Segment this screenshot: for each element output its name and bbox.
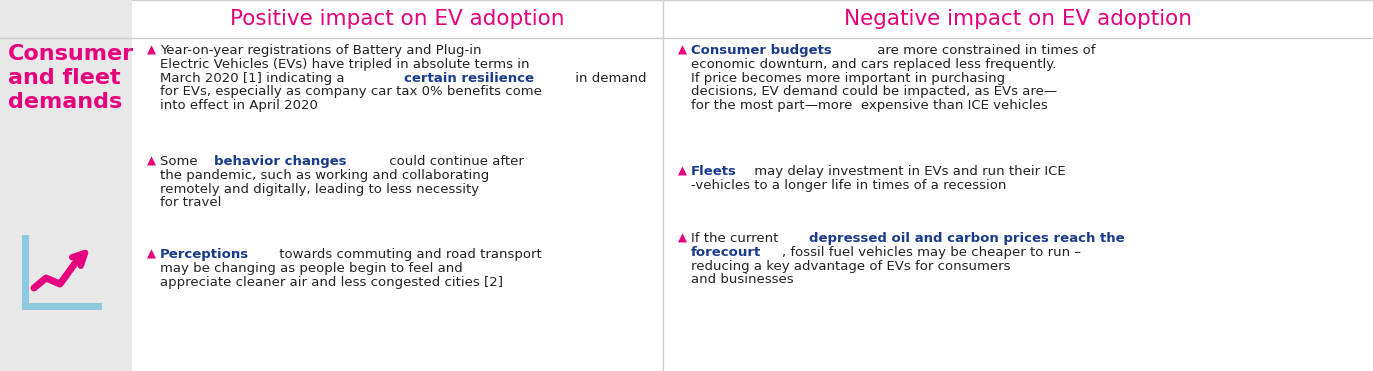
Text: Positive impact on EV adoption: Positive impact on EV adoption: [231, 9, 564, 29]
Text: forecourt: forecourt: [691, 246, 761, 259]
Text: are more constrained in times of: are more constrained in times of: [873, 44, 1096, 57]
Text: reducing a key advantage of EVs for consumers: reducing a key advantage of EVs for cons…: [691, 260, 1011, 273]
Text: ▲: ▲: [678, 44, 686, 57]
Bar: [0, 0, 132, 371]
Bar: [663, 0, 1373, 371]
Text: for travel: for travel: [161, 196, 221, 209]
Text: may be changing as people begin to feel and: may be changing as people begin to feel …: [161, 262, 463, 275]
Text: Negative impact on EV adoption: Negative impact on EV adoption: [844, 9, 1192, 29]
Text: Some: Some: [161, 155, 202, 168]
Text: ▲: ▲: [678, 232, 686, 245]
Text: , fossil fuel vehicles may be cheaper to run –: , fossil fuel vehicles may be cheaper to…: [781, 246, 1081, 259]
Text: ▲: ▲: [147, 248, 157, 261]
Text: If price becomes more important in purchasing: If price becomes more important in purch…: [691, 72, 1005, 85]
Text: for the most part—more  expensive than ICE vehicles: for the most part—more expensive than IC…: [691, 99, 1048, 112]
Text: could continue after: could continue after: [386, 155, 524, 168]
Text: and businesses: and businesses: [691, 273, 794, 286]
Text: If the current: If the current: [691, 232, 783, 245]
Text: for EVs, especially as company car tax 0% benefits come: for EVs, especially as company car tax 0…: [161, 85, 542, 98]
Text: appreciate cleaner air and less congested cities [2]: appreciate cleaner air and less congeste…: [161, 276, 503, 289]
Text: certain resilience: certain resilience: [404, 72, 534, 85]
Text: ▲: ▲: [147, 44, 157, 57]
Bar: [22, 235, 29, 310]
Text: economic downturn, and cars replaced less frequently.: economic downturn, and cars replaced les…: [691, 58, 1056, 71]
Text: ▲: ▲: [678, 165, 686, 178]
Text: Perceptions: Perceptions: [161, 248, 249, 261]
Text: may delay investment in EVs and run their ICE: may delay investment in EVs and run thei…: [750, 165, 1065, 178]
Bar: [132, 0, 663, 371]
Text: Consumer
and fleet
demands: Consumer and fleet demands: [8, 44, 135, 112]
Text: Year-on-year registrations of Battery and Plug-in: Year-on-year registrations of Battery an…: [161, 44, 482, 57]
Text: ▲: ▲: [147, 155, 157, 168]
Text: March 2020 [1] indicating a: March 2020 [1] indicating a: [161, 72, 349, 85]
Text: Consumer budgets: Consumer budgets: [691, 44, 832, 57]
Text: decisions, EV demand could be impacted, as EVs are—: decisions, EV demand could be impacted, …: [691, 85, 1057, 98]
Text: towards commuting and road transport: towards commuting and road transport: [275, 248, 542, 261]
Text: in demand: in demand: [571, 72, 647, 85]
Text: Electric Vehicles (EVs) have tripled in absolute terms in: Electric Vehicles (EVs) have tripled in …: [161, 58, 530, 71]
Text: remotely and digitally, leading to less necessity: remotely and digitally, leading to less …: [161, 183, 479, 196]
Bar: [22, 303, 102, 310]
Text: -vehicles to a longer life in times of a recession: -vehicles to a longer life in times of a…: [691, 179, 1006, 192]
Text: the pandemic, such as working and collaborating: the pandemic, such as working and collab…: [161, 169, 489, 182]
Text: into effect in April 2020: into effect in April 2020: [161, 99, 319, 112]
Text: behavior changes: behavior changes: [214, 155, 346, 168]
Text: Fleets: Fleets: [691, 165, 737, 178]
Text: depressed oil and carbon prices reach the: depressed oil and carbon prices reach th…: [809, 232, 1124, 245]
